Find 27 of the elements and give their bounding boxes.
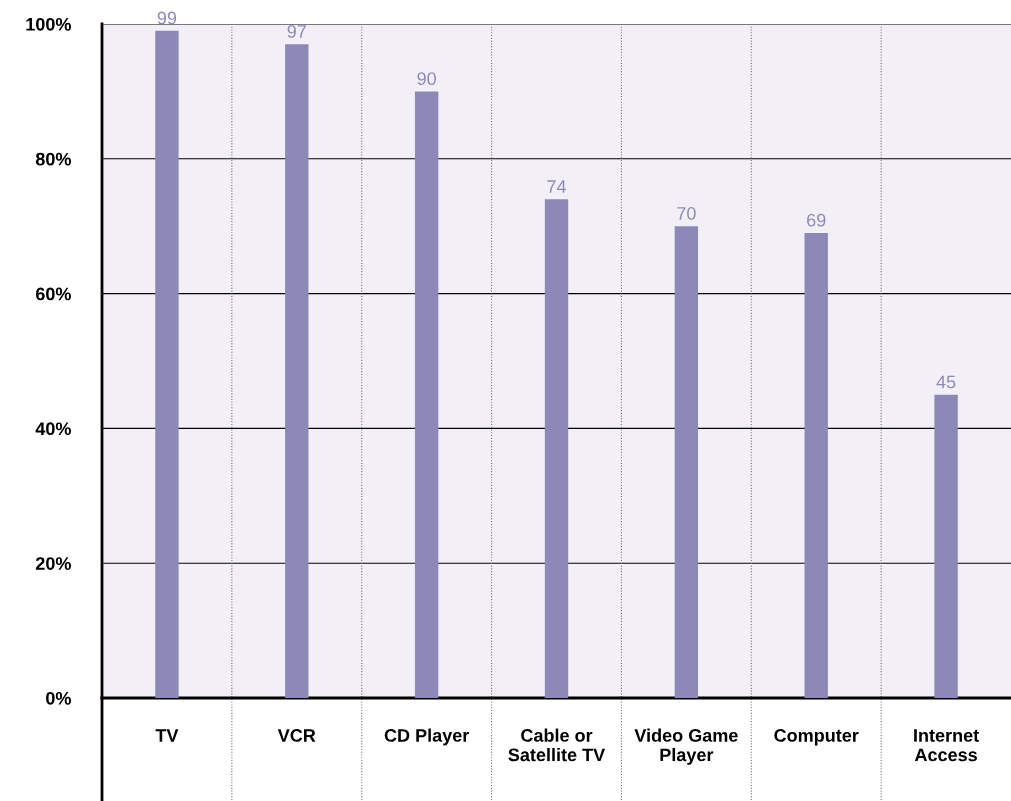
data-label: 74	[547, 180, 567, 193]
data-label: 97	[287, 25, 306, 38]
data-label: 69	[807, 213, 826, 227]
x-tick-label: Video Game Player	[634, 728, 738, 765]
y-tick-label: 20%	[35, 557, 71, 570]
x-tick-label: CD Player	[384, 728, 470, 746]
bar	[544, 199, 569, 698]
data-label: 90	[417, 72, 436, 86]
y-tick-label: 80%	[35, 152, 71, 166]
x-tick-label: Cable or Satellite TV	[508, 728, 606, 762]
data-label: 70	[677, 207, 696, 220]
data-label: 45	[936, 375, 956, 389]
bar	[934, 394, 958, 698]
bar	[674, 226, 699, 698]
bar	[414, 91, 439, 698]
y-tick-label: 100%	[26, 17, 71, 31]
x-tick-label: VCR	[277, 729, 316, 742]
y-tick-label: 40%	[35, 422, 71, 436]
x-tick-label: TV	[155, 729, 179, 742]
bar	[804, 232, 828, 698]
bar	[155, 30, 179, 698]
x-tick-label: Computer	[774, 729, 859, 746]
y-tick-label: 0%	[46, 691, 71, 705]
data-label: 99	[157, 11, 177, 25]
y-tick-label: 60%	[35, 287, 71, 301]
x-tick-label: Internet Access	[914, 729, 979, 762]
bar	[285, 44, 309, 698]
